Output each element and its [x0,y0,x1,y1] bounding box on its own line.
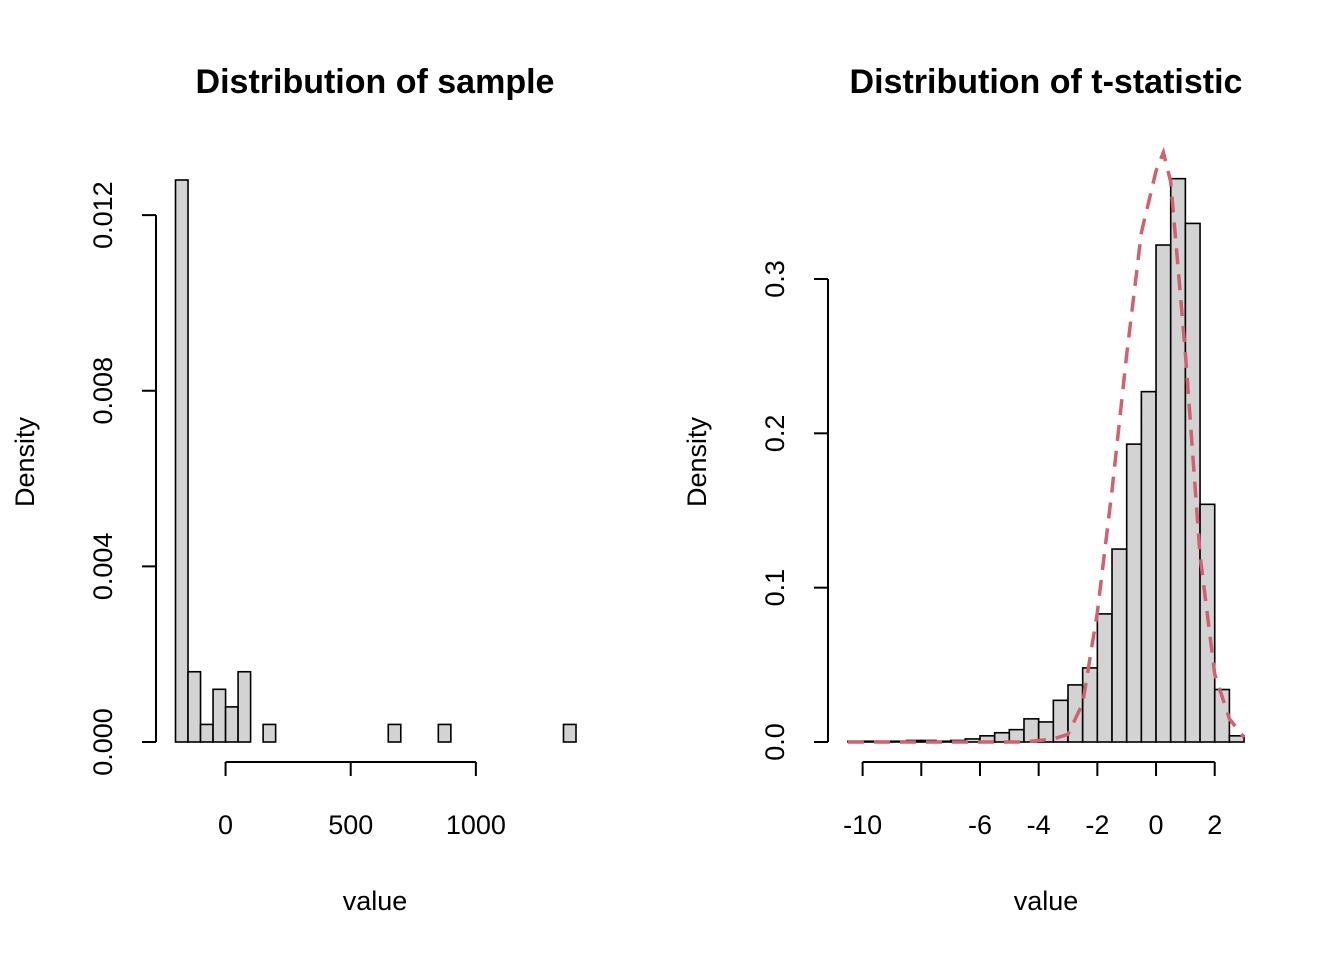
histogram-bar [1111,548,1128,743]
x-tick-label: 1000 [446,810,506,840]
x-axis: 0 500 1000 [218,761,506,840]
histogram-bar [1023,718,1040,743]
y-tick-label: 0.004 [88,533,118,601]
chart-title: Distribution of sample [196,63,555,101]
histogram-bar [1155,244,1172,743]
panel-sample: Distribution of sample value Density 0 50… [10,63,577,916]
x-tick-label: -4 [1027,810,1051,840]
density-curve [847,146,1246,744]
y-tick-label: 0.0 [760,723,790,761]
density-curve-layer [847,146,1246,744]
x-tick-label: 2 [1207,810,1222,840]
histogram-bar [212,688,227,743]
histogram-bar [1140,390,1157,743]
y-tick-label: 0.012 [88,181,118,249]
histogram-bar [262,723,277,743]
histogram-bar [187,670,202,743]
panel-t-statistic: Distribution of t-statistic value Densit… [682,63,1246,916]
histogram-bar [437,723,452,743]
x-tick-label: -10 [843,810,882,840]
x-axis: -10 -6 -4 -2 0 2 [843,761,1222,840]
x-tick-label: -6 [968,810,992,840]
y-tick-label: 0.008 [88,357,118,425]
y-axis: 0.0 0.1 0.2 0.3 [760,260,829,761]
y-axis-label: Density [682,416,712,507]
histogram-bar [174,179,189,743]
x-tick-label: 500 [328,810,373,840]
bars [847,177,1245,743]
x-tick-label: 0 [1149,810,1164,840]
histogram-bar [1228,735,1245,743]
x-axis-label: value [1014,886,1079,916]
histogram-bar [1125,443,1143,743]
histogram-bar [1096,613,1113,743]
y-axis: 0.000 0.004 0.008 0.012 [88,181,157,776]
y-tick-label: 0.1 [760,569,790,607]
chart-title: Distribution of t-statistic [850,63,1243,101]
histogram-bar [199,723,214,743]
x-tick-label: -2 [1085,810,1109,840]
y-axis-label: Density [10,416,40,507]
histogram-bar [1184,222,1201,743]
x-axis-label: value [343,886,408,916]
y-tick-label: 0.2 [760,415,790,453]
y-tick-label: 0.000 [88,708,118,776]
bars [174,179,577,743]
histogram-bar [562,723,577,743]
y-tick-label: 0.3 [760,260,790,298]
histogram-bar [1008,728,1025,743]
histogram-bar [237,670,252,743]
histogram-bar [387,723,402,743]
x-tick-label: 0 [218,810,233,840]
histogram-bar [224,706,239,743]
histogram-bar [1081,667,1099,743]
